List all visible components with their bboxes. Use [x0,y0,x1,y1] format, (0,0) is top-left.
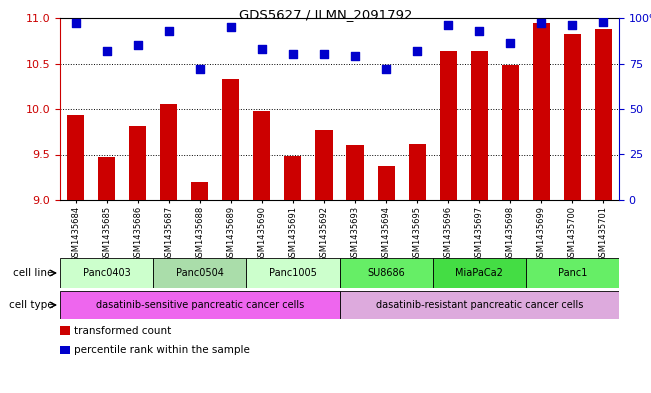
Bar [502,65,519,200]
Bar [129,126,146,200]
Bar [526,258,619,288]
Bar [471,51,488,200]
Text: SU8686: SU8686 [367,268,405,278]
Point [598,18,609,25]
Point [288,51,298,57]
Text: cell line: cell line [13,268,57,278]
Point [567,22,577,28]
Text: GDS5627 / ILMN_2091792: GDS5627 / ILMN_2091792 [239,8,412,21]
Point [350,53,360,59]
Bar [67,116,84,200]
Point [381,66,391,72]
Point [319,51,329,57]
Bar [60,258,153,288]
Point [505,40,516,47]
Bar [60,327,70,335]
Bar [191,182,208,200]
Bar [60,291,340,319]
Point [443,22,453,28]
Bar [340,258,433,288]
Bar [222,79,240,200]
Point [412,48,422,54]
Bar [564,34,581,200]
Bar [439,51,457,200]
Bar [98,157,115,200]
Bar [160,105,177,200]
Point [163,28,174,34]
Bar [378,166,395,200]
Point [132,42,143,48]
Bar [316,130,333,200]
Bar [346,145,363,200]
Bar [153,258,246,288]
Point [474,28,484,34]
Bar [533,24,550,200]
Text: Panc0403: Panc0403 [83,268,130,278]
Text: percentile rank within the sample: percentile rank within the sample [74,345,250,355]
Bar [595,29,612,200]
Text: dasatinib-sensitive pancreatic cancer cells: dasatinib-sensitive pancreatic cancer ce… [96,300,304,310]
Bar [253,111,270,200]
Text: Panc1005: Panc1005 [269,268,317,278]
Text: cell type: cell type [9,300,57,310]
Text: transformed count: transformed count [74,326,171,336]
Point [70,20,81,27]
Point [102,48,112,54]
Bar [409,143,426,200]
Text: dasatinib-resistant pancreatic cancer cells: dasatinib-resistant pancreatic cancer ce… [376,300,583,310]
Bar [246,258,340,288]
Text: Panc0504: Panc0504 [176,268,224,278]
Point [226,24,236,30]
Text: Panc1: Panc1 [558,268,587,278]
Bar [433,258,526,288]
Point [256,46,267,52]
Point [536,20,547,27]
Bar [340,291,619,319]
Bar [284,156,301,200]
Bar [60,345,70,354]
Point [195,66,205,72]
Text: MiaPaCa2: MiaPaCa2 [455,268,503,278]
